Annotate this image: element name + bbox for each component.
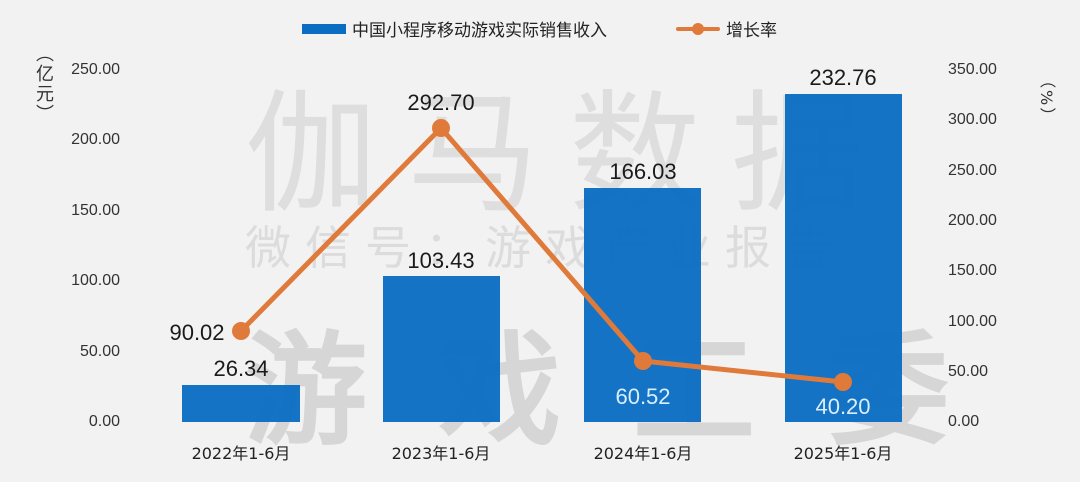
right-tick: 200.00 xyxy=(948,212,997,229)
x-label-2023: 2023年1-6月 xyxy=(391,444,491,463)
right-tick: 50.00 xyxy=(948,363,989,380)
bar-value-label: 232.76 xyxy=(809,65,876,90)
right-axis-unit: （%） xyxy=(1037,72,1056,126)
bar-2025[interactable] xyxy=(785,94,902,422)
x-label-2025: 2025年1-6月 xyxy=(793,444,893,463)
growth-point-2022[interactable] xyxy=(232,322,250,340)
bar-value-label: 103.43 xyxy=(407,248,474,273)
left-tick: 100.00 xyxy=(71,272,120,289)
growth-value-label: 90.02 xyxy=(169,320,224,345)
growth-value-label: 40.20 xyxy=(815,394,870,419)
legend-label-growth: 增长率 xyxy=(726,21,777,41)
growth-point-2025[interactable] xyxy=(834,373,852,391)
left-tick: 150.00 xyxy=(71,202,120,219)
legend-item-growth[interactable]: 增长率 xyxy=(676,16,777,41)
right-tick: 300.00 xyxy=(948,111,997,128)
growth-point-2023[interactable] xyxy=(432,119,450,137)
growth-value-label: 60.52 xyxy=(615,384,670,409)
legend-item-revenue[interactable]: 中国小程序移动游戏实际销售收入 xyxy=(302,16,607,41)
right-tick: 250.00 xyxy=(948,162,997,179)
x-label-2022: 2022年1-6月 xyxy=(191,444,291,463)
right-tick: 150.00 xyxy=(948,262,997,279)
legend-label-revenue: 中国小程序移动游戏实际销售收入 xyxy=(352,21,607,41)
right-tick: 350.00 xyxy=(948,61,997,78)
legend: 中国小程序移动游戏实际销售收入 增长率 xyxy=(0,16,1080,44)
left-tick: 0.00 xyxy=(88,413,120,430)
left-tick: 50.00 xyxy=(79,343,120,360)
left-tick: 250.00 xyxy=(71,61,120,78)
line-swatch-icon xyxy=(676,22,720,35)
bar-2023[interactable] xyxy=(383,276,500,422)
left-axis-unit: （亿元） xyxy=(33,44,54,124)
bar-2024[interactable] xyxy=(584,188,701,422)
bar-swatch-icon xyxy=(302,23,346,34)
growth-point-2024[interactable] xyxy=(634,352,652,370)
bar-value-label: 166.03 xyxy=(609,159,676,184)
bar-2022[interactable] xyxy=(182,385,300,422)
x-label-2024: 2024年1-6月 xyxy=(593,444,693,463)
right-tick: 0.00 xyxy=(948,413,980,430)
right-tick: 100.00 xyxy=(948,313,997,330)
growth-line xyxy=(239,125,844,385)
left-tick: 200.00 xyxy=(71,131,120,148)
bar-value-label: 26.34 xyxy=(213,356,268,381)
growth-value-label: 292.70 xyxy=(407,90,474,115)
